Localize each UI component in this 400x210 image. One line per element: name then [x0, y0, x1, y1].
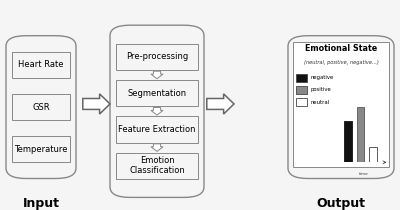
FancyBboxPatch shape [12, 136, 70, 163]
Text: GSR: GSR [32, 103, 50, 112]
Bar [296, 86, 307, 94]
Text: negative: negative [310, 75, 334, 80]
FancyBboxPatch shape [110, 25, 204, 197]
Text: Output: Output [316, 197, 366, 210]
Text: positive: positive [310, 87, 331, 92]
FancyBboxPatch shape [12, 94, 70, 120]
FancyBboxPatch shape [12, 52, 70, 78]
FancyBboxPatch shape [116, 116, 198, 143]
Polygon shape [151, 108, 163, 115]
Text: Segmentation: Segmentation [128, 89, 186, 98]
FancyBboxPatch shape [116, 44, 198, 70]
FancyBboxPatch shape [116, 80, 198, 106]
Text: Temperature: Temperature [14, 145, 68, 154]
Text: Pre-processing: Pre-processing [126, 52, 188, 61]
Bar [296, 74, 307, 82]
Polygon shape [83, 94, 110, 114]
Text: Feature Extraction: Feature Extraction [118, 125, 196, 134]
FancyBboxPatch shape [6, 36, 76, 178]
Bar [296, 98, 307, 106]
Polygon shape [151, 144, 163, 151]
Text: (neutral, positive, negative...): (neutral, positive, negative...) [304, 60, 378, 65]
Polygon shape [151, 71, 163, 79]
Polygon shape [207, 94, 234, 114]
FancyBboxPatch shape [293, 42, 389, 167]
Text: neutral: neutral [310, 100, 330, 105]
Text: Input: Input [22, 197, 60, 210]
FancyBboxPatch shape [288, 36, 394, 178]
Text: Emotional State: Emotional State [305, 44, 377, 53]
Text: Emotion
Classification: Emotion Classification [129, 156, 185, 176]
Text: Heart Rate: Heart Rate [18, 60, 64, 69]
FancyBboxPatch shape [116, 153, 198, 179]
